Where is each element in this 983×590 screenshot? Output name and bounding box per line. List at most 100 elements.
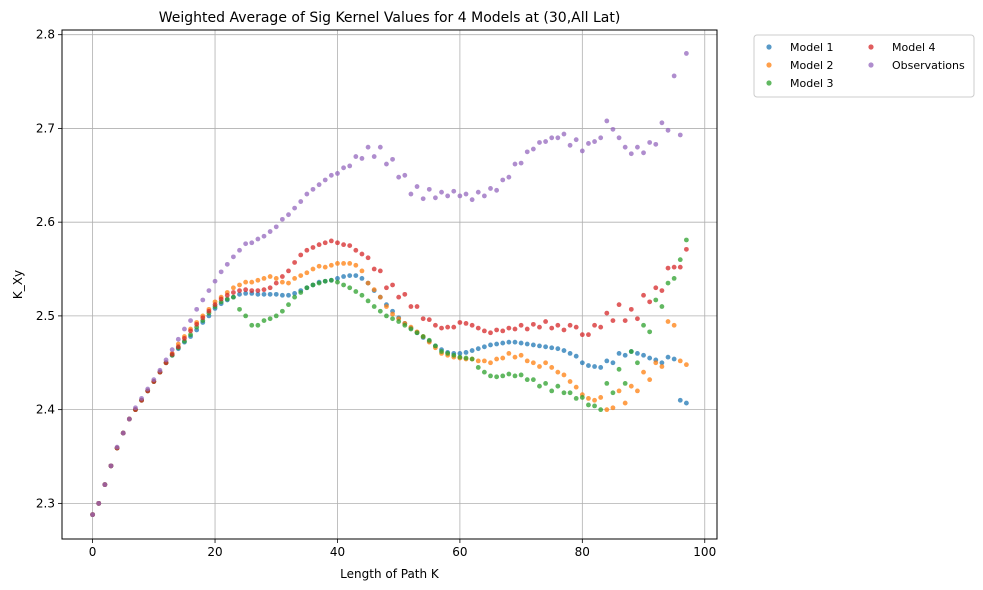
- point-model-3: [555, 383, 561, 389]
- point-model-2: [231, 285, 236, 291]
- point-observations: [500, 177, 506, 183]
- point-observations: [298, 199, 304, 204]
- point-model-3: [224, 296, 230, 302]
- point-model-4: [500, 328, 506, 334]
- point-model-2: [518, 352, 524, 358]
- point-observations: [579, 148, 585, 154]
- point-model-2: [310, 266, 316, 272]
- point-model-1: [537, 343, 542, 349]
- legend-label-model-3: Model 3: [790, 77, 834, 90]
- point-observations: [555, 135, 561, 141]
- point-model-2: [255, 277, 261, 283]
- legend-label-observations: Observations: [892, 59, 965, 72]
- point-model-2: [316, 263, 322, 269]
- point-observations: [237, 247, 242, 253]
- point-observations: [635, 144, 640, 150]
- point-model-3: [604, 380, 610, 386]
- point-observations: [488, 186, 493, 191]
- point-observations: [457, 193, 463, 199]
- point-model-1: [683, 400, 689, 406]
- point-model-3: [402, 322, 408, 328]
- point-model-3: [635, 360, 640, 366]
- point-model-1: [616, 350, 622, 356]
- point-model-4: [549, 325, 555, 331]
- point-observations: [390, 156, 395, 162]
- point-model-2: [598, 395, 604, 400]
- point-model-1: [237, 291, 242, 297]
- point-model-3: [267, 316, 273, 322]
- point-observations: [151, 377, 157, 383]
- point-model-3: [610, 390, 616, 396]
- point-model-2: [512, 354, 518, 360]
- legend-marker-model-4: [868, 44, 874, 50]
- x-tick-label: 100: [693, 545, 716, 559]
- point-model-1: [512, 339, 518, 345]
- point-model-3: [310, 282, 316, 288]
- point-model-4: [635, 316, 640, 322]
- point-model-4: [420, 316, 426, 322]
- point-model-3: [322, 278, 328, 284]
- point-model-1: [641, 352, 646, 358]
- point-model-1: [598, 365, 604, 370]
- point-model-4: [445, 324, 451, 330]
- point-observations: [359, 156, 365, 161]
- point-observations: [616, 135, 622, 141]
- point-observations: [304, 191, 310, 197]
- point-observations: [426, 186, 432, 192]
- point-model-2: [616, 388, 622, 394]
- point-model-4: [463, 321, 469, 326]
- point-observations: [371, 154, 377, 159]
- point-model-3: [641, 322, 646, 328]
- point-model-3: [249, 322, 255, 328]
- point-model-3: [347, 285, 353, 291]
- point-observations: [292, 205, 298, 211]
- point-observations: [481, 193, 487, 199]
- point-observations: [463, 191, 469, 197]
- point-model-2: [592, 397, 597, 403]
- point-model-4: [543, 319, 548, 324]
- point-model-2: [659, 364, 665, 369]
- point-model-2: [261, 276, 267, 281]
- x-tick-label: 20: [207, 545, 222, 559]
- point-model-2: [549, 365, 555, 370]
- point-model-4: [561, 327, 567, 333]
- point-model-2: [249, 279, 255, 285]
- point-observations: [267, 229, 273, 234]
- point-model-4: [579, 332, 585, 338]
- point-model-4: [347, 243, 353, 248]
- point-model-2: [279, 279, 285, 285]
- y-axis-label: K_Xy: [11, 270, 25, 299]
- point-observations: [537, 140, 542, 145]
- point-model-4: [573, 324, 579, 330]
- point-model-4: [604, 310, 610, 316]
- point-model-4: [335, 240, 340, 246]
- point-model-3: [341, 282, 346, 288]
- point-model-3: [616, 366, 622, 372]
- point-model-4: [402, 291, 408, 297]
- point-model-4: [408, 304, 414, 309]
- point-model-4: [194, 321, 200, 327]
- point-model-2: [561, 372, 567, 378]
- point-observations: [665, 127, 671, 133]
- point-model-2: [243, 279, 249, 285]
- point-model-1: [530, 342, 536, 348]
- point-model-1: [488, 342, 493, 348]
- point-model-2: [347, 261, 353, 266]
- point-model-1: [604, 358, 610, 364]
- point-model-3: [524, 377, 530, 383]
- point-observations: [420, 196, 426, 202]
- point-observations: [439, 189, 444, 195]
- point-model-3: [549, 388, 555, 394]
- point-model-4: [224, 292, 230, 298]
- point-model-4: [261, 287, 267, 293]
- point-observations: [335, 171, 340, 176]
- point-model-3: [292, 294, 298, 300]
- point-model-3: [396, 319, 402, 324]
- point-observations: [506, 174, 512, 180]
- x-tick-label: 40: [330, 545, 345, 559]
- point-observations: [653, 141, 659, 147]
- point-observations: [445, 193, 451, 199]
- point-model-4: [286, 268, 291, 274]
- point-observations: [194, 306, 200, 312]
- point-observations: [133, 405, 138, 411]
